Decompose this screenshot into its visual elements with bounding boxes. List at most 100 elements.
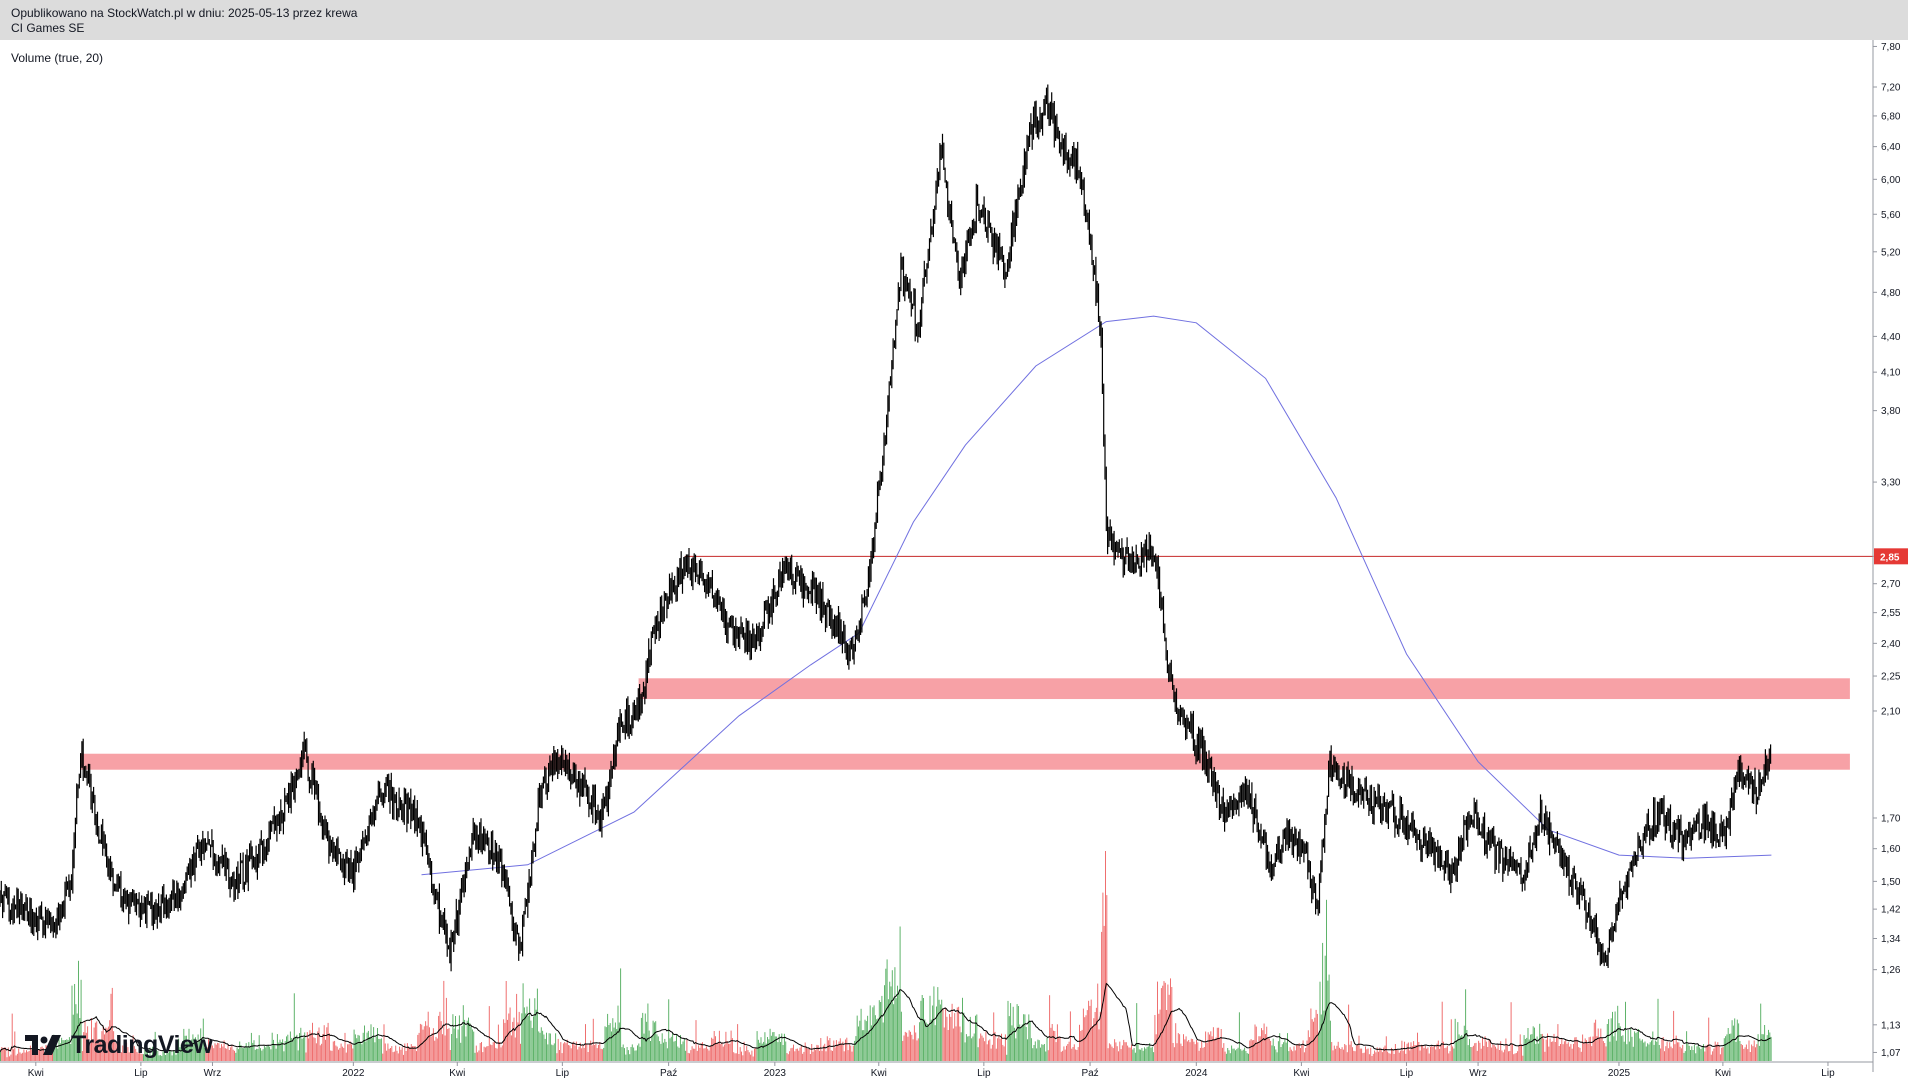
volume-bar (347, 1044, 349, 1061)
volume-bar (930, 1019, 932, 1061)
volume-bar (617, 1005, 619, 1061)
volume-bar (44, 1054, 46, 1061)
volume-bar (348, 1044, 350, 1061)
volume-bar (581, 1048, 583, 1061)
volume-bar (1501, 1050, 1503, 1061)
volume-bar (119, 1045, 121, 1061)
volume-bar (1257, 1041, 1259, 1061)
volume-bar (912, 1039, 914, 1061)
volume-bar (834, 1047, 836, 1061)
volume-bar (677, 1046, 679, 1061)
volume-bar (1171, 987, 1173, 1061)
volume-bar (122, 1045, 124, 1061)
volume-bar (1210, 1031, 1212, 1061)
volume-bar (861, 1030, 863, 1061)
volume-bar (1193, 1041, 1195, 1061)
volume-bar (362, 1032, 364, 1061)
volume-bar (101, 1031, 103, 1061)
volume-bar (1548, 1046, 1550, 1061)
volume-bar (859, 1020, 861, 1061)
volume-bar (625, 1054, 627, 1061)
volume-indicator-label[interactable]: Volume (true, 20) (11, 51, 104, 65)
volume-bar (302, 1037, 304, 1061)
volume-bar (1294, 1050, 1296, 1061)
volume-bar (1474, 1043, 1476, 1061)
volume-bar (1212, 1027, 1214, 1061)
volume-bar (353, 1029, 355, 1061)
volume-bar (1423, 1048, 1425, 1061)
volume-bar (757, 1039, 759, 1061)
volume-bar (19, 1052, 21, 1061)
price-tick-label: 6,40 (1881, 142, 1901, 153)
volume-bar (1251, 1040, 1253, 1061)
volume-bar (620, 968, 622, 1061)
volume-bar (985, 1031, 987, 1061)
price-tick-label: 2,70 (1881, 579, 1901, 590)
volume-bar (158, 1055, 160, 1061)
volume-bar (929, 995, 931, 1061)
volume-bar (1023, 1014, 1025, 1061)
volume-bar (331, 1050, 333, 1061)
volume-bar (288, 1040, 290, 1061)
volume-bar (639, 1046, 641, 1061)
volume-bar (1384, 1045, 1386, 1061)
volume-bar (1437, 1040, 1439, 1061)
volume-bar (1108, 1043, 1110, 1061)
volume-bar (1417, 1032, 1418, 1061)
volume-bar (1344, 1044, 1346, 1061)
volume-bar (1285, 1042, 1287, 1061)
volume-bar (921, 995, 923, 1061)
volume-bar (841, 1044, 843, 1061)
volume-bar (1410, 1042, 1412, 1061)
price-tick-label: 1,26 (1881, 965, 1901, 976)
volume-bar (982, 1037, 984, 1061)
volume-bar (461, 1026, 463, 1061)
volume-bar (470, 1026, 472, 1061)
volume-bar (747, 1050, 749, 1061)
volume-bar (175, 1054, 177, 1061)
volume-bar (1736, 1019, 1738, 1061)
volume-bar (1739, 1041, 1741, 1061)
volume-bar (676, 1034, 677, 1061)
volume-bar (1666, 1041, 1668, 1061)
volume-bar (562, 1043, 564, 1061)
volume-bar (319, 1045, 321, 1061)
volume-bar (1068, 1041, 1070, 1061)
volume-bar (855, 1036, 857, 1061)
volume-bar (23, 1049, 25, 1061)
volume-bar (312, 1022, 313, 1061)
volume-bar (1021, 1024, 1023, 1061)
volume-bar (1240, 1049, 1242, 1061)
volume-bar (1287, 1033, 1288, 1061)
volume-bar (22, 1052, 24, 1061)
volume-bar (1236, 1049, 1238, 1061)
volume-bar (144, 1047, 146, 1061)
volume-bar (236, 1047, 238, 1061)
volume-bar (360, 1041, 362, 1061)
time-tick-label: Lip (1821, 1068, 1835, 1079)
volume-bar (1641, 1039, 1643, 1061)
volume-bar (1716, 1044, 1717, 1061)
volume-bar (487, 1046, 489, 1061)
volume-bar (1469, 1039, 1470, 1061)
volume-bar (1530, 1034, 1532, 1061)
volume-bar (754, 1048, 755, 1061)
volume-bar (1552, 1041, 1554, 1061)
volume-bar (457, 1029, 459, 1061)
volume-bar (1262, 1030, 1264, 1061)
volume-bar (162, 1051, 164, 1061)
volume-bar (1307, 1030, 1309, 1061)
volume-bar (76, 1013, 78, 1061)
volume-bar (1032, 1048, 1034, 1061)
volume-bar (730, 1030, 732, 1061)
volume-bar (293, 993, 295, 1061)
volume-bar (388, 1048, 390, 1061)
volume-bar (1540, 1034, 1542, 1061)
volume-bar (1293, 1046, 1295, 1061)
volume-bar (796, 1048, 798, 1061)
time-tick-label: 2023 (764, 1068, 787, 1079)
volume-bar (1483, 1045, 1485, 1061)
price-tick-label: 5,60 (1881, 210, 1901, 221)
volume-bar (1747, 1049, 1749, 1061)
